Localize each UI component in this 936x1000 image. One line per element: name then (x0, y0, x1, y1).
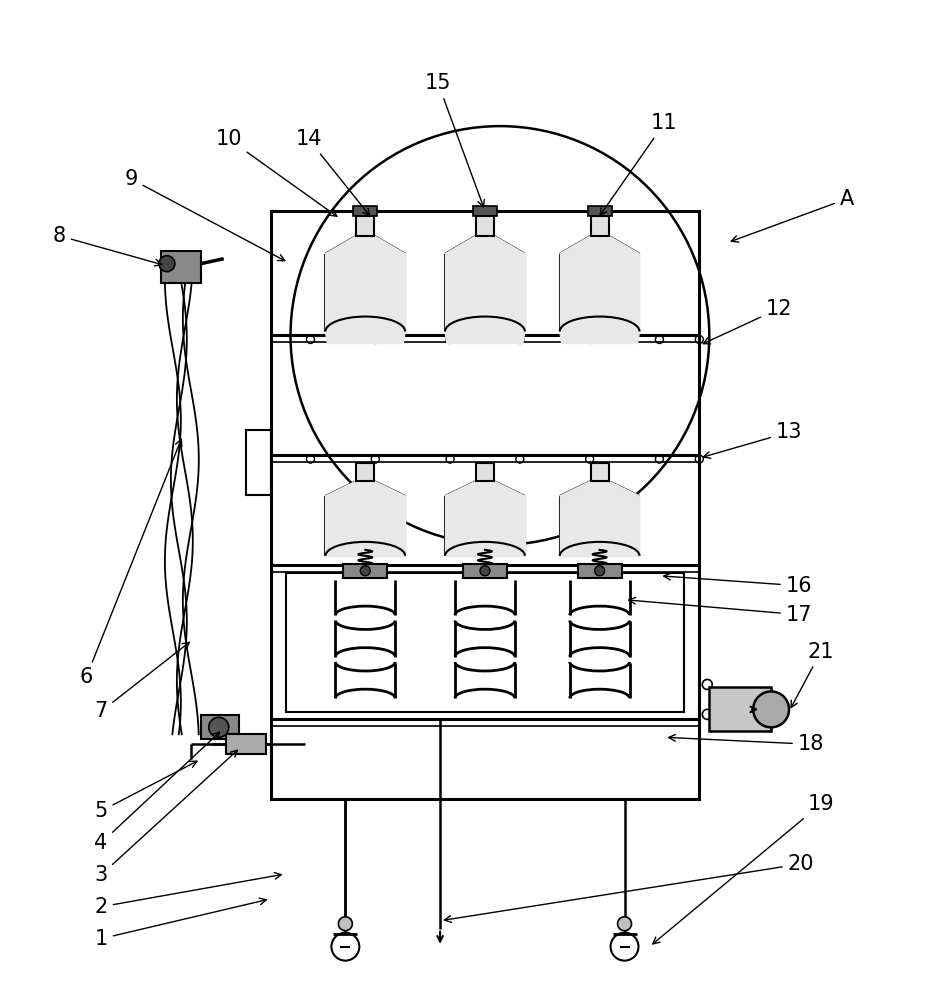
Text: 6: 6 (80, 439, 182, 687)
Text: 17: 17 (628, 597, 812, 625)
Bar (226, 734, 265, 754)
Polygon shape (559, 236, 638, 254)
Bar (200, 715, 239, 739)
Polygon shape (445, 481, 524, 496)
Circle shape (594, 566, 604, 576)
Circle shape (338, 917, 352, 931)
Bar (475, 463, 493, 481)
Polygon shape (445, 236, 524, 254)
Bar (578, 564, 621, 578)
Text: 14: 14 (295, 129, 369, 215)
Text: 2: 2 (95, 873, 281, 917)
Bar (353, 206, 377, 216)
Text: 21: 21 (790, 642, 833, 708)
Polygon shape (559, 332, 638, 343)
Bar (462, 564, 506, 578)
Bar (271, 211, 698, 799)
Polygon shape (325, 254, 404, 332)
Circle shape (159, 256, 175, 272)
Text: 4: 4 (95, 732, 219, 853)
Polygon shape (325, 236, 404, 254)
Text: 12: 12 (703, 299, 792, 344)
Text: 15: 15 (424, 73, 484, 207)
Text: 11: 11 (599, 113, 677, 215)
Circle shape (209, 717, 228, 737)
Text: 20: 20 (444, 854, 813, 922)
Text: 10: 10 (215, 129, 337, 216)
Bar (356, 463, 373, 481)
Bar (473, 206, 496, 216)
Polygon shape (559, 496, 638, 556)
Polygon shape (325, 481, 404, 496)
Text: 18: 18 (668, 734, 824, 754)
Text: 19: 19 (652, 794, 833, 944)
Polygon shape (559, 254, 638, 332)
Bar (343, 564, 387, 578)
Bar (475, 216, 493, 236)
Bar (161, 251, 200, 283)
Bar (356, 216, 373, 236)
Bar (245, 430, 271, 495)
Circle shape (617, 917, 631, 931)
Text: 9: 9 (124, 169, 285, 261)
Text: A: A (730, 189, 853, 242)
Bar (587, 206, 611, 216)
Bar (590, 216, 608, 236)
Text: 16: 16 (663, 573, 812, 596)
Circle shape (753, 691, 788, 727)
Polygon shape (445, 496, 524, 556)
Polygon shape (445, 332, 524, 343)
Text: 13: 13 (703, 422, 801, 458)
Bar (285, 573, 683, 712)
Circle shape (360, 566, 370, 576)
Polygon shape (445, 254, 524, 332)
Circle shape (479, 566, 490, 576)
Text: 3: 3 (95, 750, 237, 885)
Text: 8: 8 (52, 226, 162, 266)
Text: 1: 1 (95, 898, 266, 949)
Polygon shape (325, 496, 404, 556)
Polygon shape (325, 332, 404, 343)
Text: 7: 7 (95, 642, 189, 721)
Bar (590, 463, 608, 481)
Text: 5: 5 (95, 761, 197, 821)
Polygon shape (559, 481, 638, 496)
Bar (709, 687, 770, 731)
